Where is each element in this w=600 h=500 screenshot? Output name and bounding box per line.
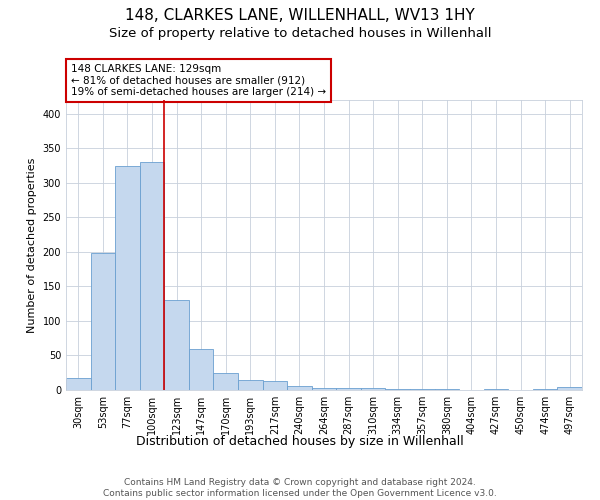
Text: 148, CLARKES LANE, WILLENHALL, WV13 1HY: 148, CLARKES LANE, WILLENHALL, WV13 1HY: [125, 8, 475, 22]
Bar: [312, 388, 336, 390]
Bar: [66, 378, 91, 390]
Bar: [263, 381, 287, 390]
Bar: [336, 388, 361, 390]
Text: Distribution of detached houses by size in Willenhall: Distribution of detached houses by size …: [136, 435, 464, 448]
Bar: [164, 300, 189, 390]
Y-axis label: Number of detached properties: Number of detached properties: [27, 158, 37, 332]
Bar: [189, 348, 214, 390]
Text: Contains HM Land Registry data © Crown copyright and database right 2024.
Contai: Contains HM Land Registry data © Crown c…: [103, 478, 497, 498]
Text: 148 CLARKES LANE: 129sqm
← 81% of detached houses are smaller (912)
19% of semi-: 148 CLARKES LANE: 129sqm ← 81% of detach…: [71, 64, 326, 97]
Bar: [557, 386, 582, 390]
Bar: [91, 252, 115, 390]
Text: Size of property relative to detached houses in Willenhall: Size of property relative to detached ho…: [109, 28, 491, 40]
Bar: [115, 166, 140, 390]
Bar: [361, 388, 385, 390]
Bar: [140, 162, 164, 390]
Bar: [214, 372, 238, 390]
Bar: [238, 380, 263, 390]
Bar: [287, 386, 312, 390]
